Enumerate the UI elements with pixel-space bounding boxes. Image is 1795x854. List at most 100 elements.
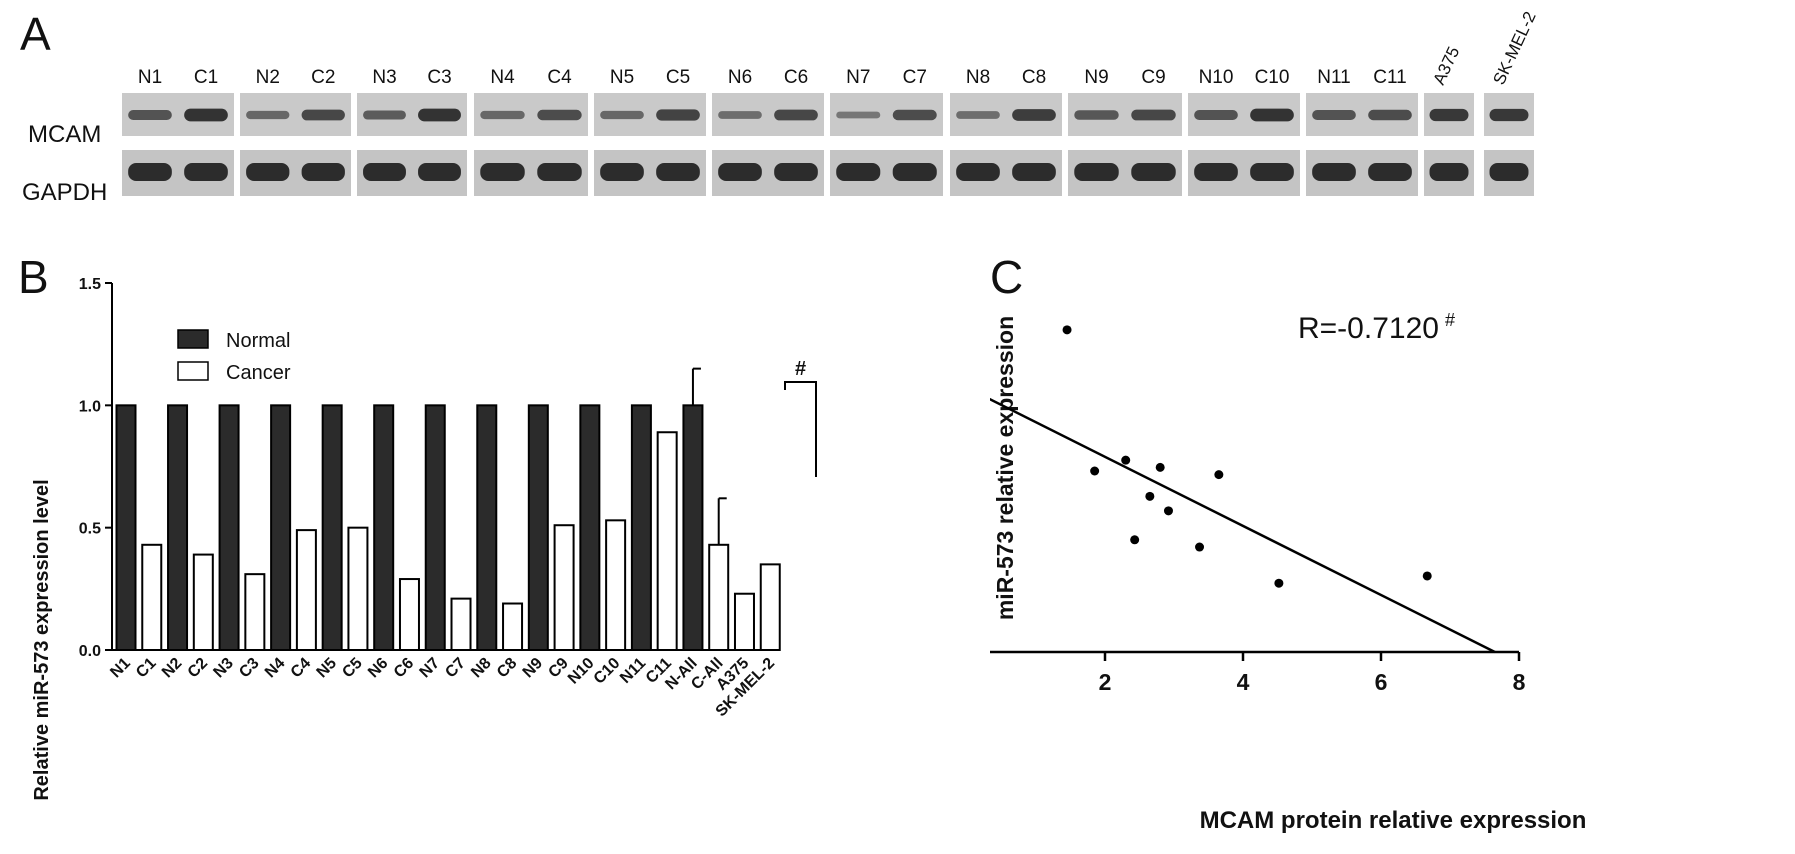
lane-label: C4: [547, 67, 572, 88]
scatter-x-tick-label: 4: [1237, 669, 1250, 695]
scatter-point: [1155, 462, 1165, 472]
lane-label: SK-MEL-2: [1489, 9, 1539, 88]
gapdh-band: [718, 163, 762, 181]
legend-label-normal: Normal: [226, 330, 290, 352]
bar-c1: [141, 543, 163, 651]
lane-label: C3: [427, 67, 451, 88]
bar-category-label: N10: [565, 655, 598, 688]
mcam-band: [956, 111, 1000, 119]
lane-label: C10: [1255, 67, 1290, 88]
legend-label-cancer: Cancer: [226, 362, 291, 384]
gapdh-band: [246, 163, 290, 181]
mcam-band: [718, 111, 762, 119]
row-label-mcam: MCAM: [28, 121, 101, 148]
correlation-annotation: R=-0.7120 #: [1298, 310, 1455, 345]
blot-group: N3 C3: [357, 67, 467, 196]
bar-n-all: [682, 404, 704, 651]
bar-c10: [605, 519, 627, 651]
lane-label: N8: [966, 67, 990, 88]
blot-group: N9 C9: [1068, 67, 1182, 196]
bar-c2: [192, 553, 214, 651]
bar-n7: [424, 404, 446, 651]
blot-group: SK-MEL-2: [1484, 9, 1540, 196]
bar-category-label: C1: [133, 655, 160, 682]
bar-n8: [476, 404, 498, 651]
bar-n3: [218, 404, 240, 651]
legend-swatch-cancer: [177, 361, 209, 381]
lane-label: N5: [610, 67, 634, 88]
mcam-band: [1489, 108, 1529, 122]
gapdh-band: [1312, 163, 1356, 181]
mcam-band: [1312, 110, 1356, 120]
panel-a-letter: A: [20, 8, 51, 60]
mcam-band: [1429, 108, 1469, 122]
bar-chart-panel: B Relative miR-573 expression level 0.0 0…: [0, 245, 1000, 849]
bar-c9: [553, 524, 575, 651]
scatter-y-axis-title: miR-573 relative expression: [992, 316, 1018, 620]
bar-category-label: C7: [442, 655, 469, 682]
mcam-band: [600, 110, 644, 120]
blot-group: N6 C6: [712, 67, 824, 196]
bar-y-tick-label: 0.5: [79, 521, 101, 538]
gapdh-band: [1250, 163, 1294, 181]
lane-label: C11: [1373, 67, 1406, 88]
bar-category-label: C6: [391, 655, 418, 682]
lane-label: C1: [194, 67, 218, 88]
mcam-band: [480, 110, 525, 120]
bar-n1: [115, 404, 137, 651]
scatter-chart: C miR-573 relative expression MCAM prote…: [922, 251, 1587, 834]
bar-category-label: N11: [617, 655, 649, 687]
gapdh-band: [1194, 163, 1238, 181]
gapdh-band: [836, 163, 881, 181]
gapdh-band: [1429, 163, 1469, 181]
bar-c4: [295, 529, 317, 652]
bar-y-axis-title: Relative miR-573 expression level: [31, 479, 53, 800]
bar-c7: [450, 597, 472, 651]
gapdh-band: [418, 163, 461, 181]
lane-label: C7: [903, 67, 927, 88]
lane-label: C6: [784, 67, 808, 88]
gapdh-band: [892, 163, 937, 181]
lane-label: N1: [138, 67, 162, 88]
gapdh-band: [956, 163, 1000, 181]
scatter-x-tick-label: 2: [1099, 669, 1112, 695]
bar-category-label: C10: [591, 655, 624, 688]
blot-group: A375: [1424, 44, 1474, 196]
bar-category-label: C5: [339, 655, 366, 682]
mcam-band: [301, 109, 345, 121]
bar-n10: [579, 404, 601, 651]
gapdh-band: [1489, 163, 1529, 181]
bar-c6: [398, 578, 420, 651]
gapdh-band: [363, 163, 406, 181]
bar-n5: [321, 404, 343, 651]
lane-label: N11: [1317, 67, 1350, 88]
bar-legend: Normal Cancer: [177, 329, 291, 384]
lane-label: N6: [728, 67, 752, 88]
mcam-band: [363, 110, 406, 120]
bar-y-tick-label: 0.0: [79, 643, 101, 660]
mcam-band: [774, 109, 818, 121]
gapdh-band: [1012, 163, 1056, 181]
legend-swatch-normal: [177, 329, 209, 349]
scatter-point: [1195, 542, 1205, 552]
bar-n6: [373, 404, 395, 651]
scatter-x-axis-title: MCAM protein relative expression: [1200, 807, 1587, 834]
bar-category-label: N1: [107, 655, 134, 682]
blot-group: N7 C7: [830, 67, 943, 196]
regression-line: [966, 386, 1496, 654]
bar-category-label: N8: [468, 655, 495, 682]
significance-bracket: #: [784, 358, 817, 477]
blot-group: N1 C1: [122, 67, 234, 196]
bar-c8: [502, 602, 524, 652]
panel-c-letter: C: [990, 251, 1023, 303]
lane-label: C9: [1141, 67, 1165, 88]
bar-category-label: N5: [314, 655, 341, 682]
scatter-point: [1422, 571, 1432, 581]
bar-n4: [270, 404, 292, 651]
mcam-band: [1194, 110, 1238, 120]
scatter-x-tick-label: 8: [1513, 669, 1526, 695]
mcam-band: [418, 108, 461, 122]
lane-label: N3: [372, 67, 396, 88]
mcam-band: [1250, 108, 1294, 122]
lane-label: N2: [256, 67, 280, 88]
